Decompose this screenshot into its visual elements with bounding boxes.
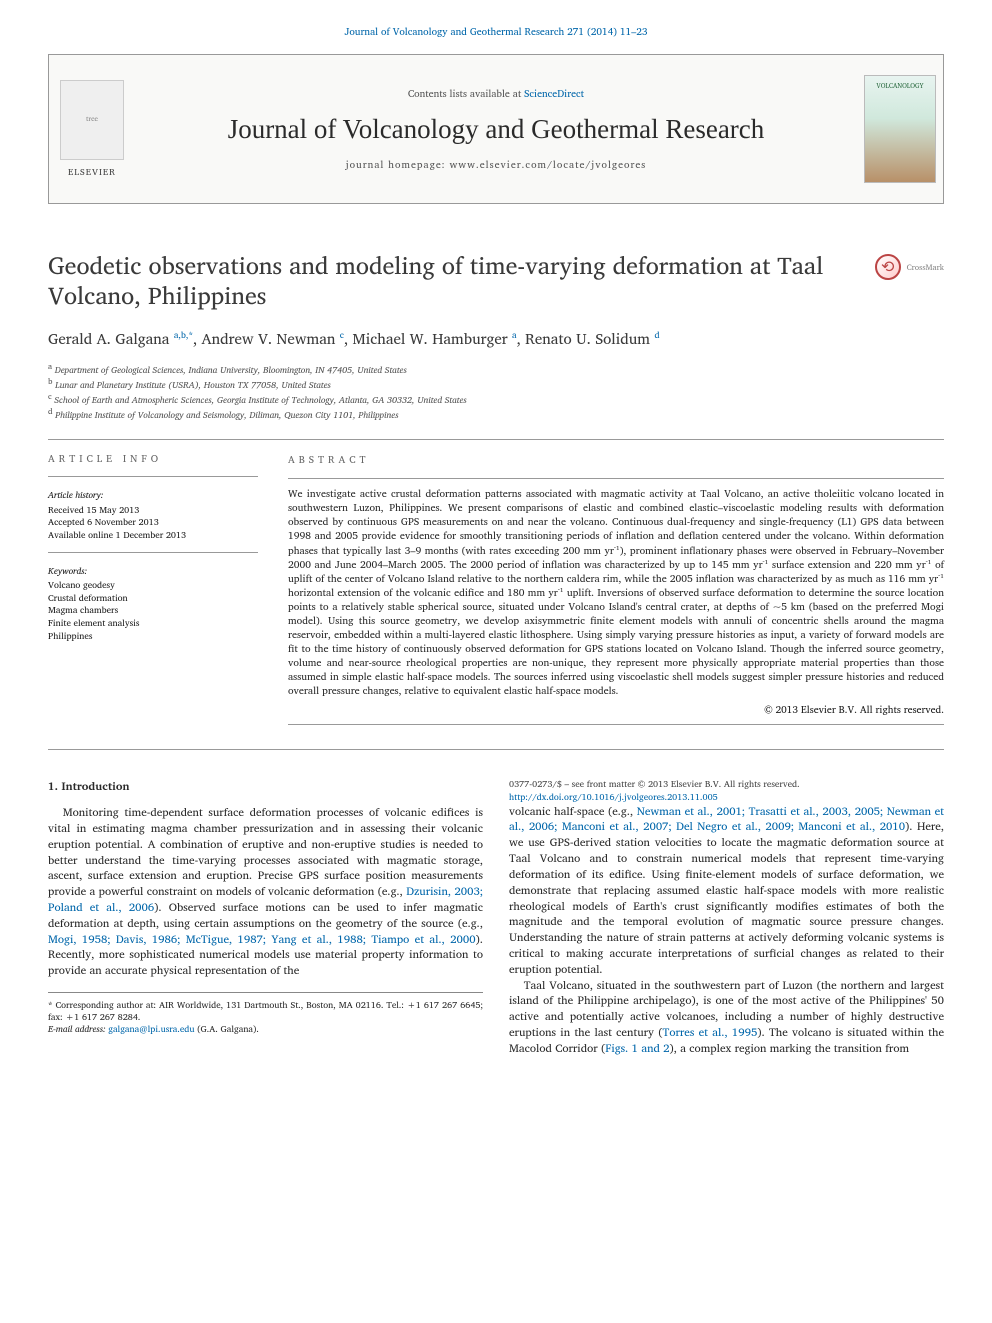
corresponding-author-note: * Corresponding author at: AIR Worldwide…: [48, 999, 483, 1023]
publisher-name: ELSEVIER: [68, 164, 116, 179]
contents-available-line: Contents lists available at ScienceDirec…: [408, 86, 584, 102]
running-header-link[interactable]: Journal of Volcanology and Geothermal Re…: [345, 24, 648, 40]
email-label: E-mail address:: [48, 1021, 108, 1036]
abstract-rule: [288, 478, 944, 479]
affiliation-item: c School of Earth and Atmospheric Scienc…: [48, 391, 944, 406]
keyword-item: Philippines: [48, 630, 258, 643]
journal-cover-image: VOLCANOLOGY: [864, 75, 936, 183]
issn-doi-block: 0377-0273/$ – see front matter © 2013 El…: [509, 778, 944, 802]
body-text-run: ). Here, we use GPS-derived station velo…: [509, 816, 944, 977]
abstract-column: ABSTRACT We investigate active crustal d…: [288, 452, 944, 725]
crossmark-badge[interactable]: ⟲ CrossMark: [875, 254, 944, 280]
affiliation-item: b Lunar and Planetary Institute (USRA), …: [48, 376, 944, 391]
journal-cover: VOLCANOLOGY: [857, 55, 943, 203]
section-heading-intro: 1. Introduction: [48, 778, 483, 794]
history-list: Received 15 May 2013Accepted 6 November …: [48, 504, 258, 542]
body-text: 1. Introduction Monitoring time-dependen…: [48, 778, 944, 1055]
history-item: Available online 1 December 2013: [48, 529, 258, 542]
title-block: ⟲ CrossMark Geodetic observations and mo…: [48, 250, 944, 421]
body-paragraph: volcanic half-space (e.g., Newman et al.…: [509, 803, 944, 977]
abstract-copyright: © 2013 Elsevier B.V. All rights reserved…: [288, 702, 944, 718]
affiliation-list: a Department of Geological Sciences, Ind…: [48, 361, 944, 421]
abstract-rule-bottom: [288, 724, 944, 725]
info-rule: [48, 476, 258, 477]
body-paragraph: Taal Volcano, situated in the southweste…: [509, 977, 944, 1056]
journal-title: Journal of Volcanology and Geothermal Re…: [228, 114, 765, 145]
running-header: Journal of Volcanology and Geothermal Re…: [48, 24, 944, 40]
section-divider: [48, 439, 944, 440]
email-line: E-mail address: galgana@lpi.usra.edu (G.…: [48, 1023, 483, 1035]
keywords-label: Keywords:: [48, 565, 258, 578]
elsevier-tree-icon: tree: [60, 80, 124, 160]
author-list: Gerald A. Galgana a,b,*, Andrew V. Newma…: [48, 326, 944, 351]
affiliation-item: a Department of Geological Sciences, Ind…: [48, 361, 944, 376]
info-rule-2: [48, 552, 258, 553]
sciencedirect-link[interactable]: ScienceDirect: [524, 86, 584, 102]
publisher-logo-block: tree ELSEVIER: [49, 55, 135, 203]
section-divider: [48, 749, 944, 750]
history-label: Article history:: [48, 489, 258, 502]
figure-link[interactable]: Figs. 1 and 2: [605, 1038, 669, 1057]
article-info-heading: ARTICLE INFO: [48, 452, 258, 466]
homepage-prefix: journal homepage:: [346, 157, 450, 173]
journal-homepage: journal homepage: www.elsevier.com/locat…: [346, 157, 647, 173]
abstract-heading: ABSTRACT: [288, 452, 944, 468]
author-email-link[interactable]: galgana@lpi.usra.edu: [108, 1021, 194, 1036]
masthead-center: Contents lists available at ScienceDirec…: [135, 55, 857, 203]
article-info-column: ARTICLE INFO Article history: Received 1…: [48, 452, 258, 725]
info-abstract-row: ARTICLE INFO Article history: Received 1…: [48, 452, 944, 725]
affiliation-item: d Philippine Institute of Volcanology an…: [48, 406, 944, 421]
journal-masthead: tree ELSEVIER Contents lists available a…: [48, 54, 944, 204]
article-title: Geodetic observations and modeling of ti…: [48, 250, 944, 310]
crossmark-label: CrossMark: [907, 260, 944, 274]
homepage-url: www.elsevier.com/locate/jvolgeores: [449, 157, 646, 173]
email-suffix: (G.A. Galgana).: [195, 1021, 259, 1036]
crossmark-icon: ⟲: [875, 254, 901, 280]
body-text-run: ), a complex region marking the transiti…: [670, 1038, 910, 1057]
keywords-list: Volcano geodesyCrustal deformationMagma …: [48, 579, 258, 642]
body-paragraph: Monitoring time-dependent surface deform…: [48, 804, 483, 978]
contents-prefix: Contents lists available at: [408, 86, 524, 102]
abstract-text: We investigate active crustal deformatio…: [288, 487, 944, 698]
footnote-block: * Corresponding author at: AIR Worldwide…: [48, 992, 483, 1035]
